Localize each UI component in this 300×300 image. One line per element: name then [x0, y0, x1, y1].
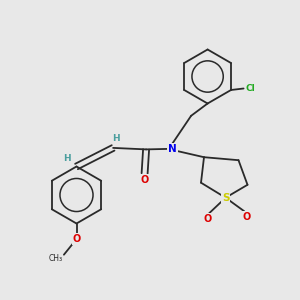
Text: H: H: [112, 134, 119, 143]
Text: H: H: [63, 154, 71, 163]
Text: CH₃: CH₃: [49, 254, 63, 263]
Text: S: S: [222, 193, 229, 203]
Text: N: N: [168, 144, 177, 154]
Text: O: O: [140, 175, 149, 185]
Text: O: O: [72, 234, 81, 244]
Text: O: O: [242, 212, 251, 222]
Text: Cl: Cl: [245, 84, 255, 93]
Text: O: O: [203, 214, 212, 224]
